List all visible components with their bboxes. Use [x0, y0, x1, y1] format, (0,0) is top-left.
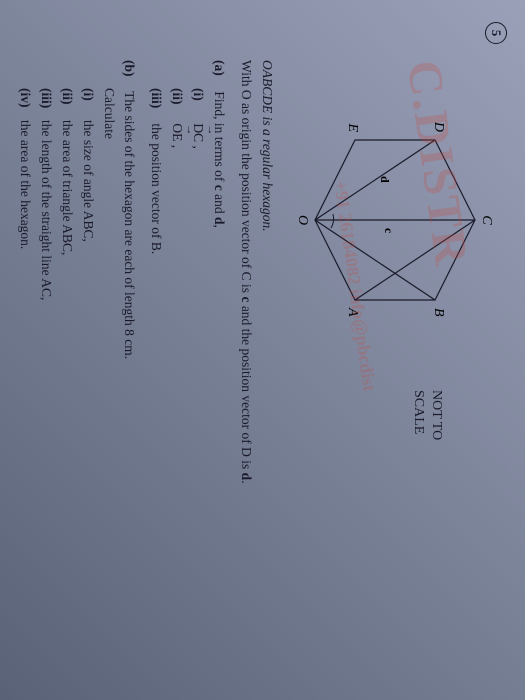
sub-b-iv: (iv)the area of the hexagon.	[14, 60, 35, 670]
sub-a-i: (i) DC ,	[187, 60, 208, 670]
svg-text:C: C	[479, 215, 494, 225]
svg-text:E: E	[345, 122, 360, 132]
sub-a-ii: (ii) OE ,	[166, 60, 187, 670]
intro-line2: With O as origin the position vector of …	[235, 60, 256, 670]
hexagon-figure: O A B C D E c d	[295, 90, 495, 350]
part-a-label: (a)	[208, 60, 229, 88]
intro-line1: OABCDE is a regular hexagon.	[256, 60, 277, 670]
svg-text:A: A	[345, 307, 360, 317]
part-b-text: The sides of the hexagon are each of len…	[122, 91, 137, 359]
part-a-text: Find, in terms of c and d,	[212, 91, 227, 228]
sub-b-ii: (ii)the area of triangle ABC,	[56, 60, 77, 670]
calc-text: Calculate	[98, 88, 119, 670]
question-number: 5	[485, 22, 507, 44]
svg-text:D: D	[431, 121, 446, 132]
svg-text:O: O	[295, 215, 310, 225]
svg-text:d: d	[378, 176, 392, 183]
question-body: OABCDE is a regular hexagon. With O as o…	[14, 60, 277, 670]
scale-line2: SCALE	[409, 390, 427, 440]
part-a: (a) Find, in terms of c and d,	[208, 60, 229, 670]
sub-b-i: (i)the size of angle ABC,	[77, 60, 98, 670]
scale-note: NOT TO SCALE	[409, 390, 445, 440]
sub-b-iii: (iii)the length of the straight line AC,	[35, 60, 56, 670]
part-b-label: (b)	[119, 60, 140, 88]
svg-text:c: c	[382, 228, 396, 234]
sub-a-iii: (iii) the position vector of B.	[145, 60, 166, 670]
svg-text:B: B	[431, 308, 446, 317]
part-b: (b) The sides of the hexagon are each of…	[119, 60, 140, 670]
scale-line1: NOT TO	[427, 390, 445, 440]
